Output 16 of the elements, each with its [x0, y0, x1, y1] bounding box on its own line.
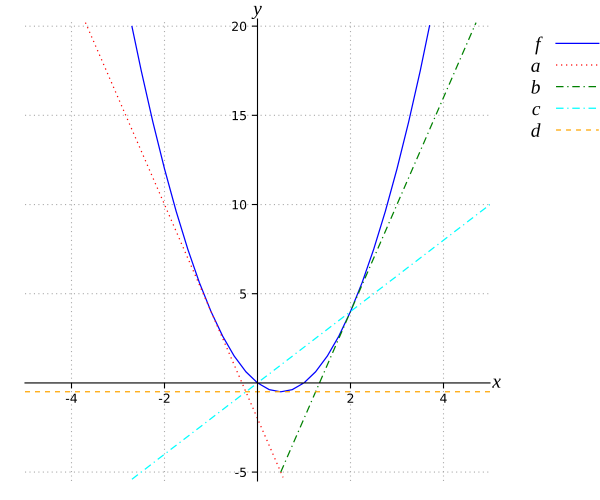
- y-tick-label: 10: [232, 200, 246, 210]
- x-axis-title: x: [492, 378, 501, 388]
- y-tick-label: 15: [232, 110, 246, 120]
- y-tick-label: -5: [235, 468, 246, 478]
- legend-label: f: [535, 36, 543, 54]
- x-tick-label: 4: [440, 394, 447, 403]
- legend-label: c: [532, 106, 540, 116]
- legend-label: d: [531, 123, 541, 137]
- x-tick-label: -2: [158, 394, 170, 403]
- y-tick-label: 5: [240, 289, 246, 299]
- x-tick-label: 2: [347, 394, 354, 403]
- legend-label: a: [531, 62, 540, 72]
- x-tick-label: -4: [66, 394, 78, 403]
- y-axis-title: y: [252, 6, 262, 19]
- y-tick-label: 20: [232, 22, 246, 32]
- legend-label: b: [531, 80, 540, 94]
